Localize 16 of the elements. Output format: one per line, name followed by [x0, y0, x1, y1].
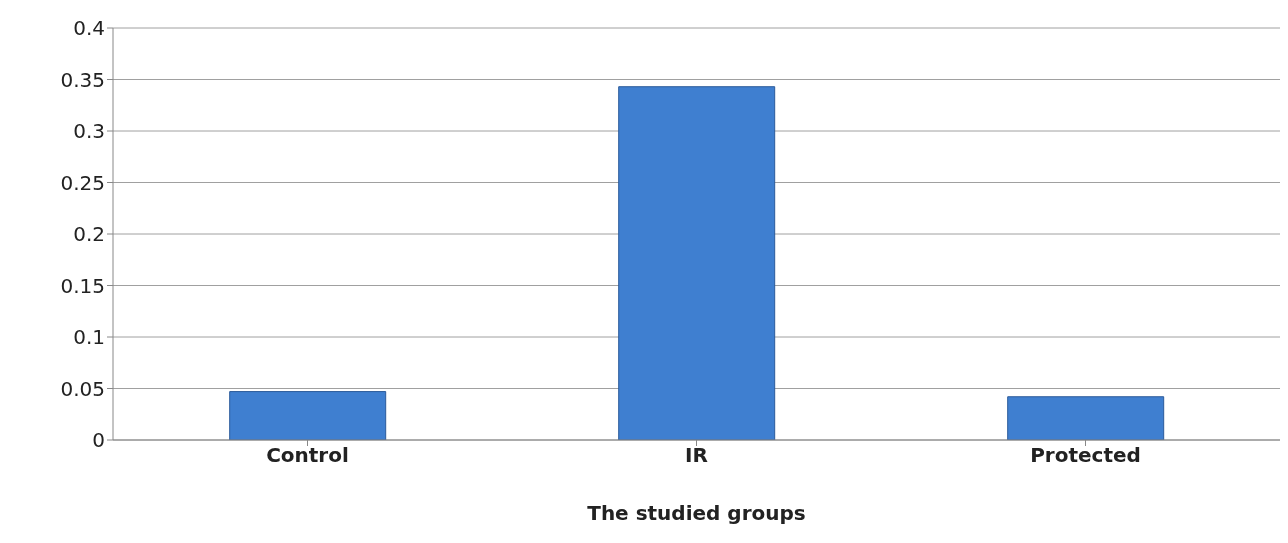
y-tick-label: 0.3 [73, 119, 105, 144]
x-tick-label: Protected [1030, 443, 1141, 468]
x-tick-label: IR [685, 443, 708, 468]
y-tick-label: 0.35 [60, 67, 105, 92]
bar [229, 391, 387, 440]
y-tick-label: 0.2 [73, 222, 105, 247]
x-tick-label: Control [266, 443, 349, 468]
y-tick-label: 0.15 [60, 273, 105, 298]
y-tick-label: 0 [92, 428, 105, 453]
y-tick-label: 0.4 [73, 16, 105, 41]
y-tick-label: 0.1 [73, 325, 105, 350]
bar [1007, 396, 1165, 440]
y-tick-label: 0.25 [60, 170, 105, 195]
y-tick-label: 0.05 [60, 376, 105, 401]
bar [618, 86, 776, 440]
x-axis-title: The studied groups [587, 501, 806, 525]
